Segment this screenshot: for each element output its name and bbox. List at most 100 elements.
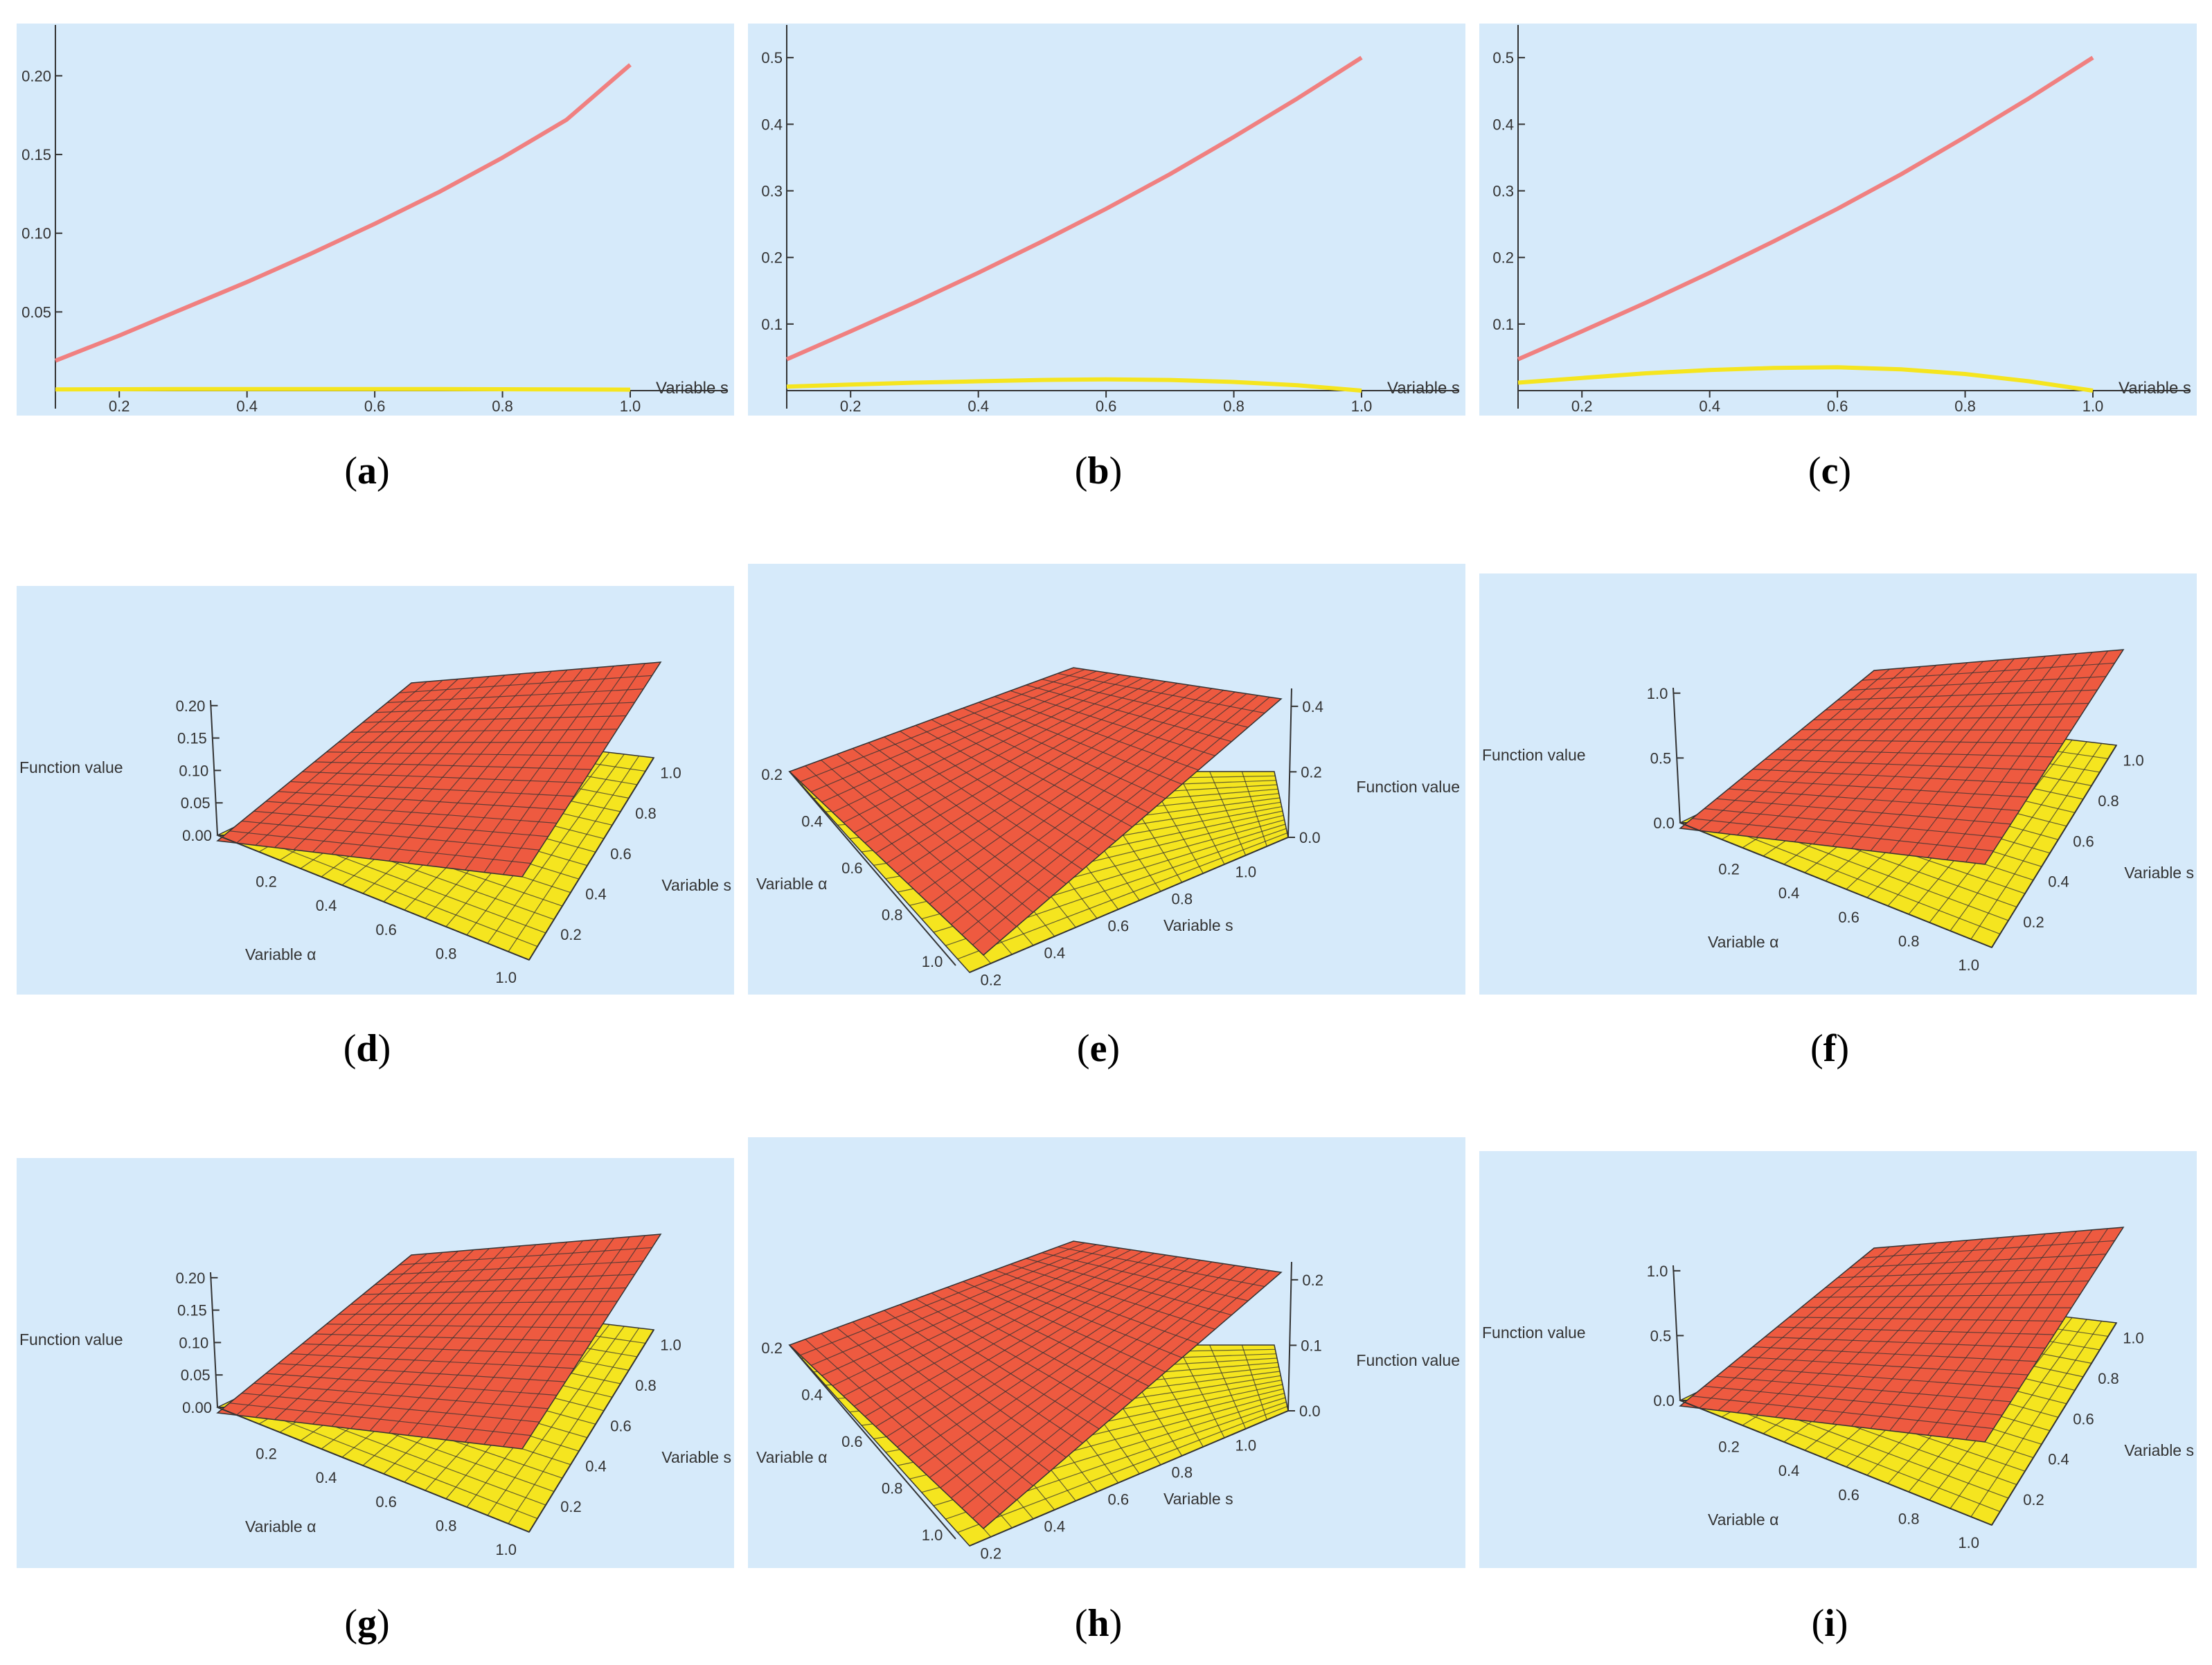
- alpha-tick-label: 0.8: [1898, 1510, 1920, 1527]
- series-line-lower: [786, 377, 1362, 393]
- s-tick-label: 0.6: [1108, 1490, 1130, 1508]
- upper-surface-grid-line: [445, 667, 599, 869]
- upper-surface-grid-line: [399, 675, 652, 693]
- panel-a: 0.2 0.4 0.6 0.8 1.0 0.05 0.10 0.15 0.20 Variable …: [17, 24, 734, 416]
- panel-d: 0.00 0.05 0.10 0.15 0.20 0.2 0.4 0.6 0.8 1.0 0.2 0.…: [17, 586, 734, 995]
- alpha-axis: [217, 1407, 530, 1533]
- alpha-tick-label: 1.0: [495, 969, 517, 986]
- x-axis-label: Variable s: [1387, 379, 1460, 398]
- lower-surface-grid-line: [1950, 741, 2087, 932]
- upper-surface-grid-line: [1849, 1254, 2107, 1269]
- x-tick-label: 0.4: [1699, 398, 1720, 415]
- lower-surface-grid-line: [1970, 743, 2103, 940]
- alpha-tick-label: 1.0: [922, 953, 943, 970]
- z-axis-label: Function value: [19, 758, 123, 776]
- caption-a-letter: a: [357, 449, 377, 492]
- y-tick-label: 0.2: [761, 249, 783, 267]
- chart-b: 0.2 0.4 0.6 0.8 1.0 0.1 0.2 0.3 0.4 0.5 Variable s: [748, 24, 1465, 416]
- x-tick-label: 0.6: [364, 398, 386, 415]
- s-tick-label: 0.4: [1044, 1517, 1066, 1535]
- upper-surface-grid-line: [375, 1274, 635, 1285]
- series-line-upper: [54, 63, 632, 363]
- x-tick-label: 1.0: [620, 398, 641, 415]
- upper-surface-grid-line: [1849, 676, 2107, 691]
- y-tick-label: 0.3: [761, 183, 783, 200]
- s-tick-label: 0.6: [2073, 1410, 2094, 1427]
- y-tick-label: 0.05: [21, 303, 51, 321]
- alpha-tick-label: 0.2: [256, 873, 277, 891]
- upper-surface-grid-line: [1851, 658, 2015, 849]
- plot-background: [1479, 24, 2197, 416]
- caption-g-letter: g: [357, 1602, 377, 1645]
- lower-surface-grid-line: [1209, 771, 1247, 856]
- upper-surface-grid-line: [465, 1238, 614, 1443]
- upper-surface-grid-line: [1870, 657, 2031, 851]
- z-axis-label: Function value: [19, 1330, 123, 1348]
- alpha-tick-label: 0.4: [1778, 884, 1800, 902]
- lower-surface-grid-line: [1177, 1344, 1225, 1439]
- lower-surface-grid-line: [1241, 771, 1267, 847]
- alpha-axis: [217, 835, 530, 961]
- z-axis: [1673, 687, 1681, 823]
- caption-c-letter: c: [1821, 449, 1839, 492]
- alpha-tick-label: 0.8: [436, 1517, 457, 1534]
- alpha-tick-label: 0.4: [316, 897, 337, 914]
- s-tick-label: 0.2: [560, 926, 582, 943]
- s-tick-label: 0.6: [2073, 833, 2094, 850]
- upper-surface-grid-line: [1776, 749, 2055, 758]
- lower-surface-grid-line: [508, 1328, 640, 1524]
- alpha-tick-label: 0.6: [375, 921, 397, 938]
- z-axis: [210, 1272, 218, 1408]
- upper-surface-grid-line: [314, 1333, 592, 1342]
- upper-surface-grid-line: [1889, 1234, 2046, 1432]
- panel-h: 0.0 0.1 0.2 0.2 0.4 0.6 0.8 1.0 0.2 0.4 0.6 0.8 1.0 F…: [748, 1137, 1465, 1568]
- caption-b-letter: b: [1087, 449, 1109, 492]
- caption-d: (d): [343, 1027, 391, 1070]
- caption-a: (a): [344, 449, 390, 492]
- s-tick-label: 1.0: [1236, 863, 1257, 880]
- upper-surface-grid-line: [427, 1240, 583, 1439]
- s-axis: [528, 757, 654, 961]
- upper-surface-grid-line: [389, 670, 552, 862]
- s-axis-label: Variable s: [661, 1448, 731, 1466]
- upper-surface-grid-line: [445, 1239, 599, 1441]
- alpha-tick-label: 0.6: [375, 1493, 397, 1511]
- y-tick-label: 0.20: [21, 67, 51, 84]
- z-tick-label: 0.00: [182, 827, 212, 844]
- upper-surface-grid-line: [326, 1324, 600, 1329]
- caption-e: (e): [1076, 1027, 1121, 1070]
- upper-surface-grid-line: [821, 1245, 1109, 1376]
- upper-surface-grid-line: [1965, 650, 2108, 863]
- z-tick-label: 0.05: [181, 1366, 211, 1384]
- s-tick-label: 0.4: [585, 1458, 607, 1475]
- lower-surface-grid-line: [1241, 1344, 1267, 1421]
- upper-surface-grid-line: [1851, 1236, 2015, 1427]
- upper-surface-grid-line: [1862, 1240, 2115, 1258]
- y-tick-label: 0.15: [21, 146, 51, 163]
- panel-b: 0.2 0.4 0.6 0.8 1.0 0.1 0.2 0.3 0.4 0.5 Variable s: [748, 24, 1465, 416]
- alpha-axis-label: Variable α: [756, 1448, 827, 1466]
- z-tick-label: 0.0: [1653, 1392, 1675, 1409]
- s-axis: [528, 1329, 654, 1533]
- alpha-tick-label: 0.4: [316, 1469, 337, 1486]
- alpha-axis: [1679, 1400, 1992, 1526]
- s-tick-label: 0.6: [1108, 917, 1130, 934]
- alpha-axis-label: Variable α: [245, 1517, 316, 1535]
- upper-surface-grid-line: [1789, 1317, 2063, 1322]
- z-tick-label: 0.00: [182, 1399, 212, 1416]
- upper-surface-grid-line: [1801, 729, 2072, 731]
- upper-surface-grid-line: [1889, 656, 2046, 854]
- z-axis-label: Function value: [1356, 778, 1460, 796]
- series-line-upper: [785, 55, 1363, 362]
- lower-surface-grid-line: [487, 1326, 625, 1516]
- y-tick-label: 0.5: [761, 49, 783, 66]
- upper-surface-grid-line: [1837, 689, 2098, 701]
- upper-surface-grid-line: [427, 668, 583, 866]
- chart-e: 0.0 0.2 0.4 0.2 0.4 0.6 0.8 1.0 0.2 0.4 0.6 0.8 1.0 F…: [748, 564, 1465, 995]
- lower-surface-grid-line: [1177, 771, 1225, 865]
- panel-e: 0.0 0.2 0.4 0.2 0.4 0.6 0.8 1.0 0.2 0.4 0.6 0.8 1.0 F…: [748, 564, 1465, 995]
- upper-surface-grid-line: [1042, 679, 1249, 728]
- x-tick-label: 0.8: [1223, 398, 1245, 415]
- s-tick-label: 0.8: [2098, 1370, 2119, 1387]
- y-tick-label: 0.4: [1492, 116, 1514, 133]
